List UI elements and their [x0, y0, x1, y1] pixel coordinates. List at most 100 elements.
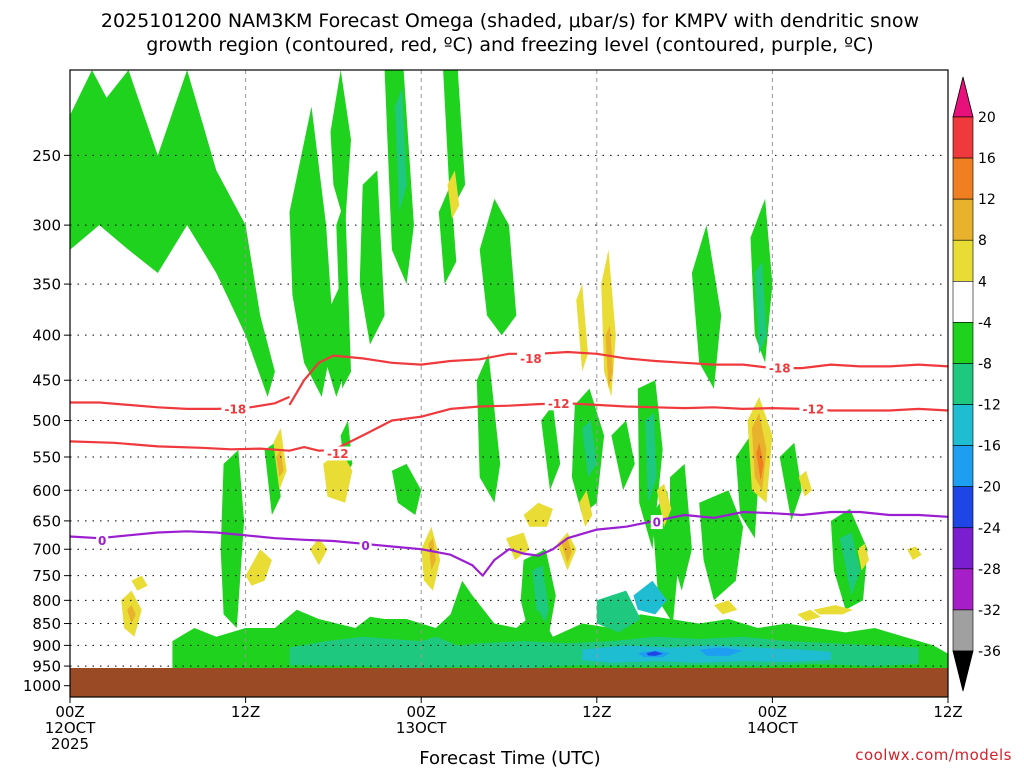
colorbar-label: -4 — [978, 315, 992, 331]
colorbar-bin — [952, 486, 974, 529]
colorbar-bottom-arrow — [952, 650, 974, 692]
colorbar-label: 12 — [978, 192, 996, 208]
temperature-contours: -18 -18 -18 -12 -12 -12 0 0 0 — [69, 350, 949, 577]
colorbar-label: -16 — [978, 439, 1001, 455]
omega-region-53 — [523, 502, 553, 527]
omega-region-14 — [582, 420, 597, 478]
colorbar-bin — [952, 281, 974, 323]
colorbar-bin — [952, 404, 974, 446]
omega-region-12 — [541, 404, 561, 491]
y-tick-label: 300 — [32, 217, 61, 235]
colorbar-label: -36 — [978, 644, 1001, 660]
omega-region-10 — [359, 170, 385, 345]
colorbar-label: -24 — [978, 521, 1001, 537]
omega-region-47 — [276, 450, 284, 478]
omega-region-30 — [645, 412, 657, 503]
omega-region-57 — [605, 325, 613, 389]
colorbar-bin — [952, 322, 974, 364]
colorbar: 20 16 12 8 4 -4 -8 -12 -16 -20 -24 -28 -32 -36 — [952, 76, 1001, 692]
omega-region-9 — [443, 70, 466, 213]
y-tick-label: 950 — [32, 658, 61, 676]
omega-region-64 — [656, 483, 672, 527]
omega-region-40 — [633, 580, 667, 615]
colorbar-bin — [952, 527, 974, 570]
omega-region-41 — [596, 590, 641, 633]
omega-region-1 — [289, 106, 334, 397]
chart-title-line1: 2025101200 NAM3KM Forecast Omega (shaded… — [101, 10, 919, 32]
y-tick-label: 650 — [32, 512, 61, 530]
omega-region-6 — [394, 88, 407, 213]
plot-area: -18 -18 -18 -12 -12 -12 0 0 0 — [69, 69, 949, 698]
omega-region-25 — [220, 450, 245, 628]
y-tick-label: 450 — [32, 372, 61, 390]
contour-label: 0 — [98, 534, 106, 548]
omega-region-16 — [691, 225, 722, 389]
x-tick-label: 2025 — [51, 735, 89, 753]
colorbar-label: 4 — [978, 274, 987, 290]
omega-region-20 — [779, 442, 802, 521]
contour-label-bg — [516, 351, 545, 366]
omega-region-18 — [754, 261, 767, 354]
contour-label-bg — [323, 446, 352, 461]
omega-region-49 — [323, 450, 353, 503]
omega-region-2 — [330, 70, 351, 226]
omega-region-43 — [127, 605, 136, 624]
omega-region-45 — [245, 549, 272, 586]
colorbar-label: -12 — [978, 398, 1001, 414]
x-tick-label: 00Z — [407, 703, 436, 721]
contour-label-bg — [359, 538, 372, 553]
y-tick-label: 700 — [32, 541, 61, 559]
colorbar-label: -28 — [978, 562, 1001, 578]
contour-label: -18 — [225, 402, 247, 416]
y-tick-label: 900 — [32, 637, 61, 655]
y-tick-label: 1000 — [23, 677, 61, 695]
omega-region-48 — [310, 538, 328, 566]
omega-region-4 — [336, 198, 351, 389]
omega-region-60 — [579, 490, 593, 527]
contour-label-bg — [221, 401, 250, 416]
contour-line-1 — [70, 395, 290, 410]
x-tick-label: 12Z — [231, 703, 260, 721]
omega-region-68 — [857, 543, 869, 571]
contour-label: -18 — [520, 352, 542, 366]
colorbar-label: -32 — [978, 603, 1001, 619]
colorbar-label: -8 — [978, 356, 992, 372]
colorbar-bin — [952, 363, 974, 405]
omega-region-51 — [428, 538, 436, 571]
x-tick-label: 12Z — [582, 703, 611, 721]
contour-line-3 — [69, 440, 334, 452]
contour-label: 0 — [361, 539, 369, 553]
y-tick-label: 850 — [32, 615, 61, 633]
omega-region-39 — [646, 651, 663, 656]
y-tick-label: 350 — [32, 276, 61, 294]
contour-label: -18 — [769, 362, 791, 376]
x-tick-label: 13OCT — [396, 719, 447, 737]
y-tick-label: 800 — [32, 592, 61, 610]
omega-region-65 — [798, 470, 812, 497]
omega-region-11 — [476, 353, 501, 503]
omega-region-66 — [813, 605, 853, 615]
contour-label: -12 — [327, 447, 349, 461]
colorbar-bin — [952, 445, 974, 487]
ground-surface — [70, 668, 948, 697]
y-tick-label: 250 — [32, 147, 61, 165]
contour-label-bg — [799, 401, 828, 416]
omega-region-70 — [713, 600, 738, 615]
contour-label: 0 — [653, 516, 661, 530]
contour-line-2 — [332, 402, 949, 451]
omega-region-8 — [479, 198, 517, 336]
omega-region-55 — [576, 284, 588, 372]
y-tick-label: 500 — [32, 412, 61, 430]
y-tick-label: 750 — [32, 567, 61, 585]
contour-label-bg — [96, 533, 109, 548]
omega-region-44 — [131, 575, 148, 591]
contour-label-bg — [765, 361, 794, 376]
omega-shading — [70, 70, 948, 675]
omega-region-63 — [756, 442, 764, 481]
x-tick-label: 00Z — [758, 703, 787, 721]
omega-region-24 — [839, 532, 861, 596]
y-tick-label: 600 — [32, 482, 61, 500]
colorbar-label: 20 — [978, 110, 996, 126]
credit-text: coolwx.com/models — [855, 746, 1012, 764]
